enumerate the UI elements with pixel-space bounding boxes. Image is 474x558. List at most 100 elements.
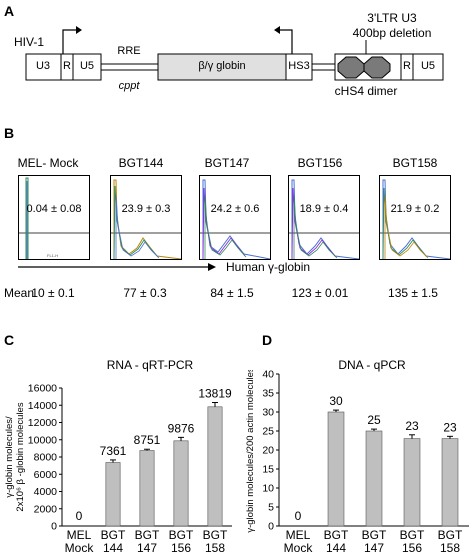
sample-name: MEL- Mock xyxy=(17,156,79,170)
category-label: BGT xyxy=(438,528,463,542)
category-label: MEL xyxy=(67,528,92,542)
cppt-label: cppt xyxy=(118,80,140,92)
value-label: 30 xyxy=(329,394,343,408)
bar xyxy=(365,430,383,527)
bar xyxy=(139,450,155,527)
y-tick-label: 10 xyxy=(262,483,274,495)
reverse-promoter-arrow-icon xyxy=(278,29,293,54)
ltr3-r-label: R xyxy=(403,60,411,72)
y-tick-label: 5 xyxy=(268,502,274,514)
category-label: 158 xyxy=(205,541,225,555)
mean-value: 84 ± 1.5 xyxy=(210,286,254,300)
ltr3-u5-label: U5 xyxy=(420,60,436,72)
bar xyxy=(207,406,223,527)
rna-bar-chart: 0 2000 4000 6000 8000 10000 12000 14000 16000 0 ME… xyxy=(4,383,232,556)
value-label: 25 xyxy=(367,413,381,427)
value-label: 23 xyxy=(405,419,419,433)
chs4-label: cHS4 dimer xyxy=(334,84,398,98)
chart-title: RNA - qRT-PCR xyxy=(106,358,194,372)
panel-b-letter: B xyxy=(4,125,15,141)
value-label: 7361 xyxy=(100,444,127,458)
category-label: Mock xyxy=(65,541,95,555)
y-axis-label: 2x10⁶ β -globin molecules xyxy=(15,402,26,511)
ltr3-header: 3'LTR U3 xyxy=(367,11,417,25)
mean-value: 10 ± 0.1 xyxy=(31,286,75,300)
y-tick-label: 35 xyxy=(262,388,274,400)
ltr5-u3-label: U3 xyxy=(35,60,51,72)
sample-name: BGT156 xyxy=(297,156,343,170)
category-label: BGT xyxy=(101,528,126,542)
facs-plot: 18.9 ± 0.4 xyxy=(288,175,360,260)
ltr5-r-label: R xyxy=(63,60,71,72)
facs-axis-tiny: FL1-H xyxy=(47,253,59,258)
y-tick-label: 12000 xyxy=(28,417,57,429)
chs4-insulator-shape xyxy=(337,56,365,79)
mean-label: Mean xyxy=(4,286,35,300)
facs-percent: 24.2 ± 0.6 xyxy=(210,203,260,215)
category-label: MEL xyxy=(286,528,311,542)
category-label: 158 xyxy=(440,541,460,555)
category-label: BGT xyxy=(169,528,194,542)
bar xyxy=(441,438,459,527)
sample-name: BGT147 xyxy=(204,156,250,170)
category-label: 156 xyxy=(402,541,422,555)
y-tick-label: 20 xyxy=(262,445,274,457)
category-label: BGT xyxy=(400,528,425,542)
facs-plot: 21.9 ± 0.2 xyxy=(379,175,451,260)
y-tick-label: 10000 xyxy=(28,434,57,446)
y-axis-label: γ-globin molecules/200 actin molecules xyxy=(245,370,256,533)
hiv-label: HIV-1 xyxy=(14,35,45,49)
vector-diagram xyxy=(25,26,444,81)
y-tick-label: 0 xyxy=(51,521,57,533)
category-label: 147 xyxy=(364,541,384,555)
category-label: BGT xyxy=(203,528,228,542)
bar xyxy=(403,438,421,527)
value-label: 9876 xyxy=(168,421,195,435)
facs-percent: 23.9 ± 0.3 xyxy=(121,203,171,215)
gamma-globin-arrow-icon xyxy=(18,263,216,271)
y-tick-label: 8000 xyxy=(34,452,58,464)
category-label: Mock xyxy=(284,541,314,555)
y-tick-label: 2000 xyxy=(34,503,58,515)
ltr5-u5-label: U5 xyxy=(79,60,95,72)
bar xyxy=(173,440,189,527)
y-tick-label: 15 xyxy=(262,464,274,476)
category-label: 147 xyxy=(137,541,157,555)
y-tick-label: 6000 xyxy=(34,469,58,481)
sample-name: BGT144 xyxy=(118,156,164,170)
category-label: 156 xyxy=(171,541,191,555)
globin-box xyxy=(157,53,287,81)
facs-plot: 23.9 ± 0.3 xyxy=(110,175,182,260)
dna-bar-chart: 05101520253035400MELMock30BGT14425BGT147… xyxy=(245,370,469,555)
bar xyxy=(105,462,121,527)
y-tick-label: 4000 xyxy=(34,486,58,498)
category-label: 144 xyxy=(326,541,346,555)
ltr5-u5-box xyxy=(72,53,102,81)
y-tick-label: 0 xyxy=(268,521,274,533)
value-label: 23 xyxy=(443,420,457,434)
hs3-box xyxy=(285,53,313,81)
rre-label: RRE xyxy=(117,45,141,57)
ltr5-u3-box xyxy=(25,53,62,81)
bar xyxy=(327,411,345,527)
deletion-label: 400bp deletion xyxy=(352,26,432,40)
panel-a-letter: A xyxy=(4,3,15,19)
globin-label: β/γ globin xyxy=(198,60,246,72)
mean-value: 123 ± 0.01 xyxy=(291,286,349,300)
facs-plot: 0.04 ± 0.08 FL1-H xyxy=(18,175,90,260)
hs3-label: HS3 xyxy=(288,60,310,72)
y-tick-label: 14000 xyxy=(28,400,57,412)
mean-value: 77 ± 0.3 xyxy=(123,286,167,300)
arrow-label: Human γ-globin xyxy=(226,260,311,274)
y-axis-label: γ-globin molecules/ xyxy=(4,416,15,498)
y-tick-label: 30 xyxy=(262,407,274,419)
mean-value: 135 ± 1.5 xyxy=(388,286,438,300)
category-label: BGT xyxy=(135,528,160,542)
y-tick-label: 25 xyxy=(262,426,274,438)
sample-name: BGT158 xyxy=(392,156,438,170)
facs-percent: 21.9 ± 0.2 xyxy=(390,203,440,215)
category-label: BGT xyxy=(324,528,349,542)
panel-d-letter: D xyxy=(262,332,273,348)
value-label: 8751 xyxy=(134,433,161,447)
facs-percent: 0.04 ± 0.08 xyxy=(26,203,82,215)
